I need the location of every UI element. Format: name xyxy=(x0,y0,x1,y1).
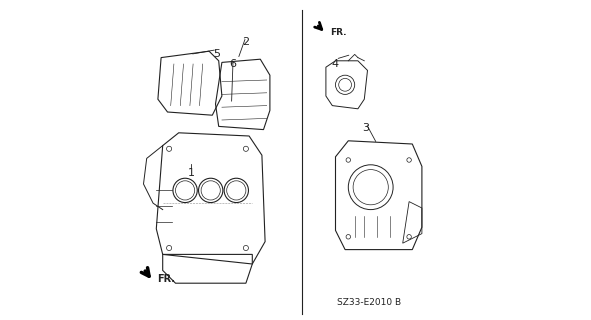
Text: 4: 4 xyxy=(332,59,339,69)
Text: SZ33-E2010 B: SZ33-E2010 B xyxy=(337,298,401,307)
Text: FR.: FR. xyxy=(157,274,176,284)
Text: FR.: FR. xyxy=(330,28,346,36)
Text: 3: 3 xyxy=(362,123,369,133)
Text: 1: 1 xyxy=(188,168,195,178)
Text: 6: 6 xyxy=(229,59,236,69)
Text: 5: 5 xyxy=(213,49,220,60)
Text: 2: 2 xyxy=(242,36,249,47)
